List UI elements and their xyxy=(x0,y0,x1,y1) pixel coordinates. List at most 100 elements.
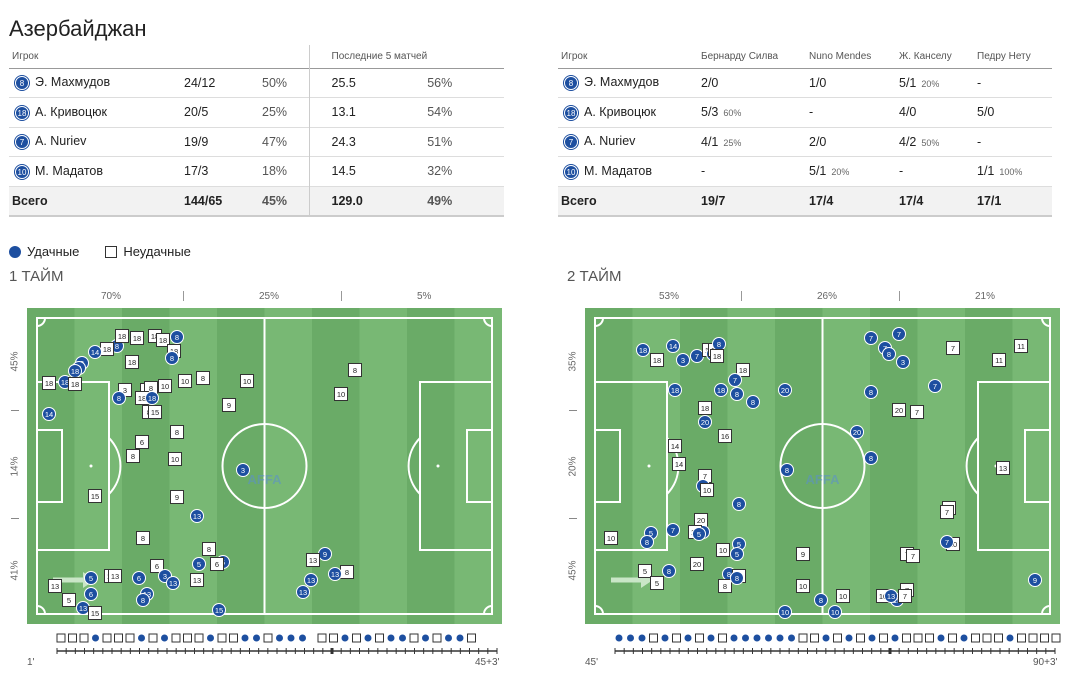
success-marker: 5 xyxy=(692,527,706,541)
player-number-badge: 7 xyxy=(564,135,578,150)
fail-marker: 6 xyxy=(135,435,149,449)
cell-value: 25.5 xyxy=(308,68,428,98)
cell-percent: 20% xyxy=(921,78,940,89)
fail-marker: 8 xyxy=(196,371,210,385)
svg-text:8: 8 xyxy=(645,538,649,547)
timeline-fail xyxy=(856,633,865,643)
svg-text:8: 8 xyxy=(717,340,721,349)
fail-marker: 5 xyxy=(638,564,652,578)
time-end: 45+3' xyxy=(475,657,500,668)
legend-fail: Неудачные xyxy=(123,244,191,259)
zone-percent: 26% xyxy=(817,291,838,302)
timeline-fail xyxy=(352,633,361,643)
timeline-success xyxy=(445,634,452,642)
pitch-svg: AFFA141818371851881818718882018182016141… xyxy=(585,308,1060,624)
fail-marker: 7 xyxy=(898,589,912,603)
success-marker: 8 xyxy=(864,451,878,465)
success-dot-icon xyxy=(9,245,21,258)
fail-marker: 7 xyxy=(910,405,924,419)
success-marker: 8 xyxy=(136,593,150,607)
svg-text:13: 13 xyxy=(193,512,201,521)
success-marker: 8 xyxy=(165,351,179,365)
timeline-success xyxy=(730,634,738,642)
pitch-svg: AFFA818181818181437188188181818183881010… xyxy=(27,308,502,624)
success-marker: 3 xyxy=(236,463,250,477)
fail-marker: 18 xyxy=(130,331,144,345)
svg-text:9: 9 xyxy=(323,550,327,559)
timeline-success xyxy=(207,634,214,642)
svg-text:13: 13 xyxy=(169,579,177,588)
cell-value: 2/0 xyxy=(701,75,719,90)
svg-text:8: 8 xyxy=(131,452,135,461)
svg-text:8: 8 xyxy=(117,394,121,403)
timeline-fail xyxy=(810,633,819,643)
timeline-fail xyxy=(1040,633,1049,643)
fail-marker: 6 xyxy=(210,557,224,571)
cell-value: 19/7 xyxy=(701,193,726,208)
cell-value: - xyxy=(899,164,904,179)
svg-text:20: 20 xyxy=(895,406,903,415)
fail-marker: 9 xyxy=(796,547,810,561)
success-marker: 13 xyxy=(328,567,342,581)
timeline-success xyxy=(399,634,406,642)
svg-text:18: 18 xyxy=(713,352,721,361)
svg-text:14: 14 xyxy=(669,342,677,351)
cell-value: 56% xyxy=(427,75,453,90)
time-end: 90+3' xyxy=(1033,657,1058,668)
svg-text:10: 10 xyxy=(703,486,711,495)
timeline-success xyxy=(161,634,168,642)
success-marker: 7 xyxy=(728,373,742,387)
timeline-fail xyxy=(902,633,911,643)
cell-value: 5/3 xyxy=(701,105,719,120)
success-marker: 18 xyxy=(68,364,82,378)
fail-marker: 8 xyxy=(136,531,150,545)
timeline-success xyxy=(364,634,372,642)
timeline-fail xyxy=(833,633,842,643)
pitch-map: AFFA818181818181437188188181818183881010… xyxy=(27,308,502,629)
timeline-fail xyxy=(695,633,704,643)
total-label: Всего xyxy=(12,193,48,208)
fail-marker: 10 xyxy=(836,589,850,603)
fail-marker: 16 xyxy=(718,429,732,443)
side-percent: 35% xyxy=(567,351,579,372)
timeline-fail xyxy=(649,633,658,643)
timeline-fail xyxy=(1017,633,1026,643)
svg-text:13: 13 xyxy=(307,576,315,585)
success-marker: 7 xyxy=(666,523,680,537)
svg-text:8: 8 xyxy=(727,570,731,579)
success-marker: 3 xyxy=(676,353,690,367)
svg-text:15: 15 xyxy=(893,596,901,605)
fail-marker: 18 xyxy=(68,377,82,391)
fail-marker: 8 xyxy=(718,579,732,593)
success-marker: 7 xyxy=(864,331,878,345)
fail-marker: 10 xyxy=(716,543,730,557)
timeline-fail xyxy=(56,633,66,643)
svg-text:9: 9 xyxy=(801,550,805,559)
svg-text:13: 13 xyxy=(309,556,317,565)
svg-text:14: 14 xyxy=(675,460,683,469)
svg-text:15: 15 xyxy=(91,492,99,501)
cell-value: 45% xyxy=(262,193,288,208)
timeline-fail xyxy=(913,633,923,643)
cell-value: 4/1 xyxy=(701,134,719,149)
svg-text:7: 7 xyxy=(671,526,675,535)
success-marker: 8 xyxy=(712,337,726,351)
fail-marker: 11 xyxy=(1014,339,1028,353)
svg-text:8: 8 xyxy=(141,596,145,605)
table-row: 10 М. Мадатов 17/3 18% 14.5 32% xyxy=(9,156,504,186)
timeline-success xyxy=(661,634,669,642)
timeline-success xyxy=(1006,634,1014,642)
cell-value: 4/2 xyxy=(899,134,917,149)
success-marker: 9 xyxy=(318,547,332,561)
svg-text:14: 14 xyxy=(45,410,53,419)
svg-text:5: 5 xyxy=(737,540,741,549)
timeline-fail xyxy=(982,633,992,643)
svg-text:7: 7 xyxy=(869,334,873,343)
success-marker: 8 xyxy=(170,330,184,344)
cell-value: 47% xyxy=(262,134,288,149)
svg-text:8: 8 xyxy=(667,567,671,576)
svg-text:20: 20 xyxy=(781,386,789,395)
player-name: A. Nuriev xyxy=(584,134,636,149)
svg-text:7: 7 xyxy=(945,538,949,547)
svg-text:10: 10 xyxy=(719,546,727,555)
